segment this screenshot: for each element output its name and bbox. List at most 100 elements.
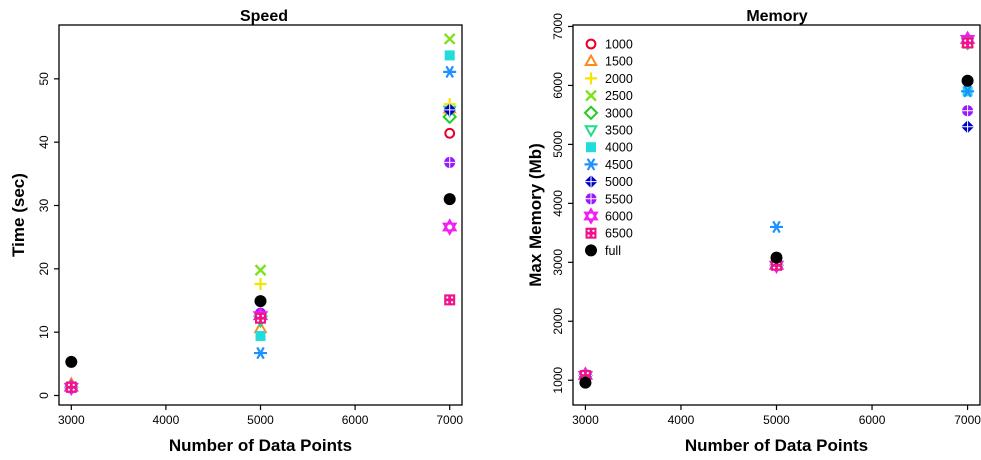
memory-series-2000 bbox=[579, 36, 974, 381]
legend-marker-6000 bbox=[583, 207, 599, 225]
speed-point-1000 bbox=[444, 127, 456, 139]
speed-x-tick-label: 6000 bbox=[342, 413, 369, 427]
legend-marker-1500 bbox=[583, 53, 599, 66]
speed-series-3500 bbox=[64, 105, 457, 396]
memory-title: Memory bbox=[746, 8, 807, 25]
speed-point-6500 bbox=[255, 312, 266, 324]
memory-x-tick-label: 6000 bbox=[859, 413, 886, 427]
speed-point-2500 bbox=[443, 33, 456, 45]
memory-chart: Memory 3000 4000 5000 6000 7000 1000 2000 3000 40… bbox=[526, 8, 981, 455]
speed-point-2500 bbox=[254, 264, 267, 276]
speed-y-axis-label: Time (sec) bbox=[9, 173, 28, 257]
speed-y-tick-label: 20 bbox=[37, 262, 51, 276]
legend-label-2500: 2500 bbox=[605, 89, 633, 103]
memory-series-2500 bbox=[579, 37, 974, 382]
speed-series-5500 bbox=[65, 156, 456, 393]
memory-point-4500 bbox=[770, 220, 783, 234]
speed-series-full bbox=[65, 193, 456, 368]
legend-label-6000: 6000 bbox=[605, 210, 633, 224]
speed-series-4000 bbox=[66, 50, 455, 393]
memory-y-tick-label: 1000 bbox=[551, 367, 565, 394]
speed-series-4500 bbox=[64, 65, 457, 394]
memory-point-5000 bbox=[961, 120, 975, 134]
legend-marker-5500 bbox=[585, 193, 597, 205]
memory-point-6500 bbox=[962, 37, 974, 49]
speed-series-1500 bbox=[64, 100, 457, 389]
speed-x-axis-label: Number of Data Points bbox=[169, 436, 352, 455]
speed-x-tick-label: 3000 bbox=[58, 413, 85, 427]
speed-point-5500 bbox=[444, 156, 456, 168]
legend-label-1500: 1500 bbox=[605, 55, 633, 69]
speed-y-tick-label: 40 bbox=[37, 135, 51, 149]
memory-series-5500 bbox=[579, 105, 974, 382]
speed-point-6500 bbox=[65, 381, 77, 393]
legend-label-5000: 5000 bbox=[605, 175, 633, 189]
speed-point-3000 bbox=[442, 109, 458, 125]
legend-marker-1000 bbox=[585, 38, 597, 50]
legend-marker-3000 bbox=[583, 105, 599, 121]
memory-plot-frame bbox=[572, 24, 981, 406]
speed-x-tick-label: 7000 bbox=[436, 413, 463, 427]
memory-series-1500 bbox=[578, 35, 975, 379]
memory-y-tick-label: 3000 bbox=[551, 249, 565, 276]
memory-x-axis-label: Number of Data Points bbox=[685, 436, 868, 455]
memory-y-axis-label: Max Memory (Mb) bbox=[526, 143, 545, 287]
legend-marker-3500 bbox=[583, 125, 599, 138]
memory-point-full bbox=[579, 376, 592, 389]
speed-point-4000 bbox=[255, 330, 266, 341]
memory-y-tick-label: 6000 bbox=[551, 72, 565, 99]
speed-point-4500 bbox=[443, 65, 457, 79]
memory-point-4500 bbox=[961, 85, 975, 98]
speed-series-6500 bbox=[65, 294, 456, 393]
speed-point-4500 bbox=[254, 346, 267, 360]
memory-x-tick-label: 7000 bbox=[954, 413, 981, 427]
legend-marker-6500 bbox=[585, 227, 597, 239]
legend-marker-4500 bbox=[584, 158, 598, 171]
memory-y-tick-label: 7000 bbox=[551, 13, 565, 40]
memory-series-6500 bbox=[579, 37, 974, 382]
legend-marker-2500 bbox=[585, 89, 597, 102]
memory-series-1000 bbox=[580, 37, 973, 381]
memory-series-full bbox=[579, 74, 974, 389]
memory-series-4000 bbox=[580, 86, 973, 381]
speed-chart: Speed 3000 4000 5000 6000 7000 0 10 20 30 40 50 Numb… bbox=[9, 8, 463, 455]
legend-label-3000: 3000 bbox=[605, 106, 633, 120]
speed-point-2000 bbox=[254, 278, 267, 291]
speed-point-full bbox=[443, 193, 456, 206]
legend-label-1000: 1000 bbox=[605, 38, 633, 52]
speed-point-5000 bbox=[443, 103, 457, 117]
speed-x-tick-label: 4000 bbox=[153, 413, 180, 427]
legend-label-5500: 5500 bbox=[605, 192, 633, 206]
memory-point-full bbox=[770, 251, 783, 264]
speed-point-full bbox=[254, 295, 267, 308]
speed-y-tick-label: 30 bbox=[37, 199, 51, 213]
memory-x-tick-label: 5000 bbox=[763, 413, 790, 427]
legend-label-3500: 3500 bbox=[605, 124, 633, 138]
memory-series-3000 bbox=[578, 35, 975, 383]
speed-point-4000 bbox=[444, 50, 455, 61]
memory-point-full bbox=[961, 74, 974, 87]
memory-series-3500 bbox=[578, 38, 975, 384]
legend-marker-5000 bbox=[584, 175, 598, 189]
speed-x-tick-label: 5000 bbox=[247, 413, 274, 427]
legend-marker-4000 bbox=[586, 142, 596, 153]
memory-y-tick-label: 2000 bbox=[551, 308, 565, 335]
memory-x-tick-label: 4000 bbox=[668, 413, 695, 427]
legend-label-full: full bbox=[605, 244, 621, 258]
speed-y-tick-label: 10 bbox=[37, 325, 51, 339]
memory-series-4500 bbox=[578, 85, 975, 382]
memory-point-5500 bbox=[962, 105, 974, 117]
speed-y-tick-label: 0 bbox=[37, 392, 51, 399]
speed-series-6000 bbox=[63, 218, 458, 397]
memory-y-tick-label: 4000 bbox=[551, 190, 565, 217]
legend-marker-2000 bbox=[585, 72, 597, 85]
speed-point-6000 bbox=[442, 218, 458, 236]
memory-series-6000 bbox=[577, 30, 976, 385]
legend-label-2000: 2000 bbox=[605, 72, 633, 86]
memory-legend: 1000 1500 2000 2500 3000 3500 4000 4500 5000 5500… bbox=[583, 38, 633, 258]
memory-x-tick-label: 3000 bbox=[572, 413, 599, 427]
speed-title: Speed bbox=[240, 8, 288, 25]
memory-y-tick-label: 5000 bbox=[551, 131, 565, 158]
speed-plot-frame bbox=[58, 24, 463, 406]
